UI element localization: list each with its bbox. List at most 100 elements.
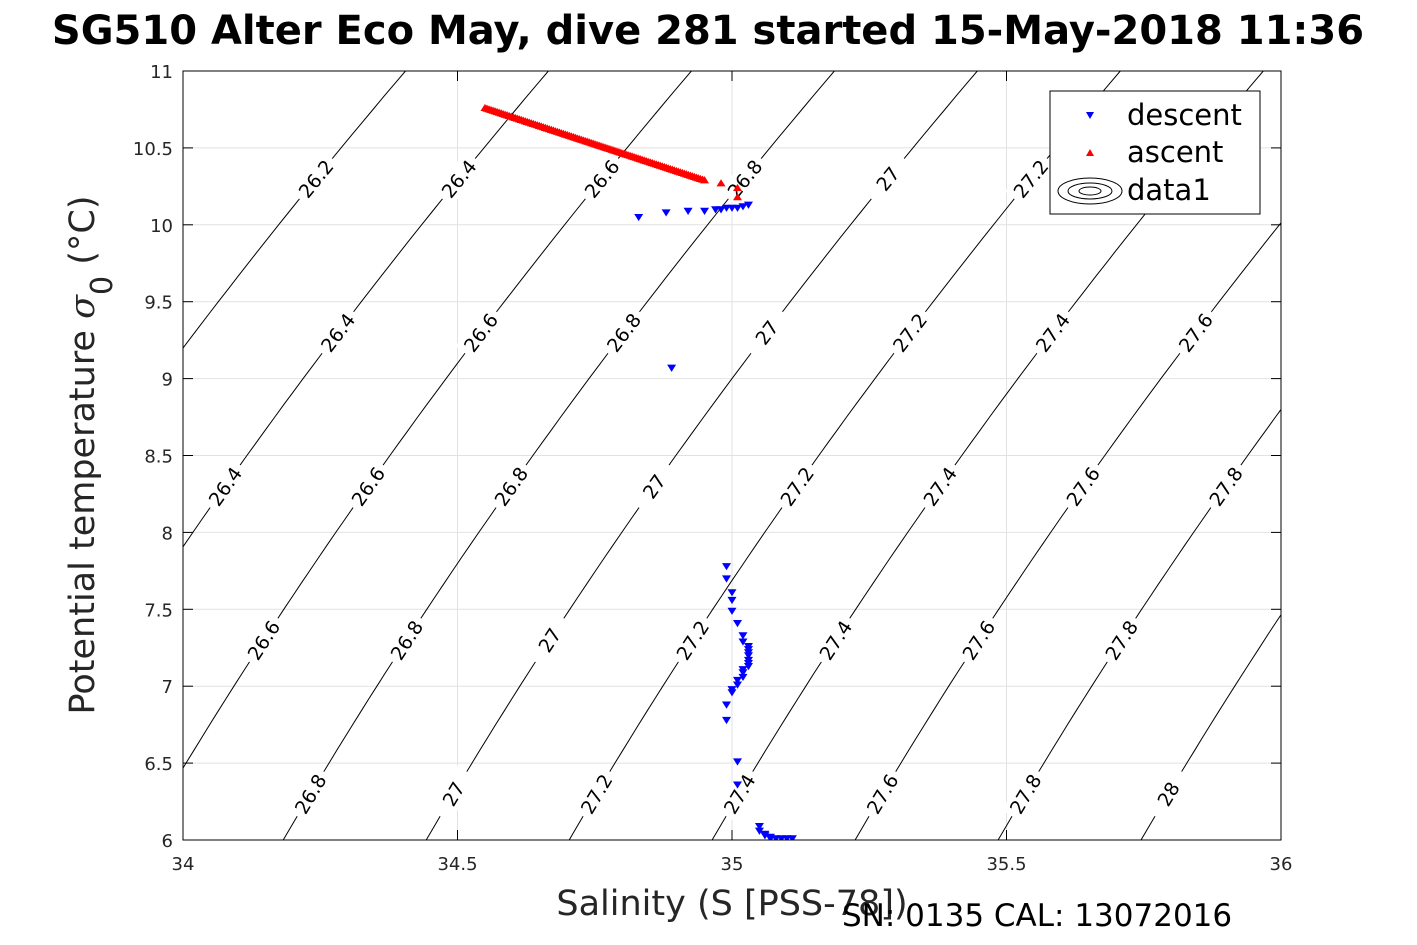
isopycnal-label-bg: [715, 765, 764, 823]
isopycnal-label-bg: [239, 611, 288, 669]
ascent-marker: [732, 183, 742, 192]
y-tick-label: 6.5: [144, 754, 173, 775]
isopycnal-line: [997, 408, 1281, 840]
descent-marker: [683, 207, 693, 216]
isopycnal-line: [568, 71, 1121, 840]
descent-marker: [722, 563, 732, 571]
isopycnal-labels: 26.226.426.426.426.626.626.626.626.826.8…: [200, 150, 1251, 823]
isopycnal-label-bg: [312, 304, 364, 361]
descent-marker: [727, 689, 737, 697]
descent-marker: [727, 607, 737, 615]
descent-marker: [738, 638, 748, 646]
sigma-symbol: σ: [63, 294, 103, 319]
descent-marker: [732, 681, 742, 689]
isopycnal-label-bg: [668, 611, 717, 669]
descent-marker: [700, 207, 710, 216]
legend-contour-icon: [1057, 177, 1123, 205]
legend-ascent-label: ascent: [1127, 135, 1223, 169]
descent-marker: [722, 701, 732, 709]
x-tick-label: 35: [721, 854, 744, 875]
descent-marker: [787, 835, 797, 840]
isopycnal-line: [854, 222, 1281, 840]
legend: descent ascent data1: [1049, 90, 1261, 215]
descent-marker: [738, 203, 748, 211]
legend-box: [1049, 90, 1261, 215]
isopycnal-label-bg: [455, 304, 507, 361]
isopycnal-line: [183, 71, 692, 770]
isopycnal-line: [183, 71, 549, 548]
isopycnal-label-bg: [861, 150, 914, 207]
descent-marker: [661, 209, 671, 217]
descent-marker: [722, 716, 732, 725]
legend-data1-label: data1: [1127, 173, 1211, 207]
ascent-marker: [716, 179, 726, 187]
isopycnal-line: [425, 71, 978, 840]
descent-marker: [743, 663, 753, 671]
y-tick-label: 9: [162, 370, 173, 391]
legend-ascent-marker: [1086, 149, 1094, 156]
descent-marker: [716, 206, 726, 214]
descent-marker: [743, 201, 753, 209]
isopycnal-label-bg: [858, 765, 906, 823]
isopycnal-label-bg: [811, 611, 860, 669]
isopycnal-label-bg: [286, 765, 335, 823]
isopycnal-label-bg: [486, 458, 536, 515]
y-tick-label: 10: [150, 216, 173, 237]
isopycnal-line: [1284, 71, 1417, 840]
descent-marker: [732, 676, 742, 685]
y-tick-label: 11: [150, 62, 173, 83]
isopycnal-label-bg: [741, 304, 793, 361]
x-tick-label: 36: [1270, 854, 1293, 875]
y-tick-label: 8.5: [144, 447, 173, 468]
isopycnal-label-bg: [1001, 765, 1049, 823]
y-tick-label: 7.5: [144, 600, 173, 621]
descent-marker: [727, 596, 737, 605]
descent-marker: [722, 575, 732, 583]
isopycnal-label-bg: [290, 150, 342, 207]
isopycnal-label-bg: [572, 765, 621, 823]
data-markers: [480, 103, 797, 840]
x-tick-label: 34.5: [437, 854, 477, 875]
x-tick-label: 35.5: [986, 854, 1026, 875]
y-tick-label: 7: [162, 677, 173, 698]
descent-marker: [732, 758, 742, 766]
y-tick-label: 8: [162, 523, 173, 544]
isopycnal-label-bg: [382, 611, 431, 669]
descent-marker: [732, 619, 742, 628]
isopycnal-label-bg: [433, 150, 485, 207]
descent-marker: [667, 364, 677, 372]
axis-ticks: 34 34.5 35 35.5 36 6 6.5 7 7.5 8 8.5 9 9.5 10 10.5 11: [133, 62, 1293, 875]
grid-lines: [183, 71, 1281, 840]
descent-marker: [732, 781, 742, 789]
legend-descent-label: descent: [1127, 98, 1242, 132]
isopycnal-label-bg: [1200, 458, 1251, 515]
isopycnal-label-bg: [525, 611, 574, 669]
isopycnal-line: [1140, 613, 1281, 840]
isopycnal-label-bg: [343, 458, 393, 515]
legend-descent-marker: [1086, 112, 1094, 119]
chart-title: SG510 Alter Eco May, dive 281 started 15…: [51, 8, 1365, 54]
isopycnal-label-bg: [1144, 765, 1192, 823]
isopycnal-label-bg: [1004, 150, 1057, 207]
isopycnal-label-bg: [1170, 304, 1221, 361]
descent-marker: [738, 669, 748, 677]
y-tick-label: 9.5: [144, 293, 173, 314]
descent-marker: [732, 204, 742, 212]
isopycnal-label-bg: [915, 458, 965, 515]
isopycnal-label-bg: [954, 611, 1003, 669]
x-axis-label: Salinity (S [PSS-78]): [556, 884, 907, 924]
y-tick-label: 6: [162, 831, 173, 852]
descent-marker: [754, 827, 764, 835]
x-tick-label: 34: [172, 854, 195, 875]
isopycnal-label-bg: [429, 765, 478, 823]
isopycnal-label-bg: [1027, 304, 1078, 361]
descent-marker: [634, 213, 644, 222]
isopycnal-label-bg: [884, 304, 936, 361]
descent-marker: [727, 589, 737, 597]
isopycnal-label-bg: [576, 150, 628, 207]
isopycnal-label-bg: [1058, 458, 1108, 515]
isopycnal-label-bg: [772, 458, 822, 515]
sigma-subscript: 0: [85, 276, 120, 295]
y-axis-label: Potential temperature σ0 (°C): [63, 196, 120, 715]
